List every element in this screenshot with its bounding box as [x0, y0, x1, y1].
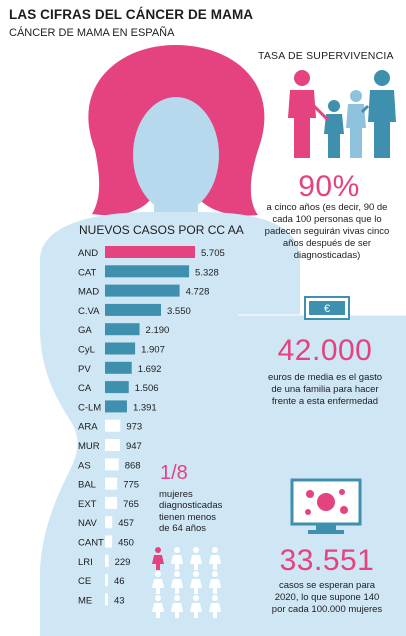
bar-value-label: 973 — [126, 422, 142, 433]
bar — [105, 554, 109, 567]
woman-figure — [171, 595, 183, 618]
bar-value-label: 1.692 — [138, 364, 162, 375]
bar-category-label: C-LM — [78, 402, 101, 413]
bar — [105, 439, 120, 451]
bar-category-label: CA — [78, 383, 92, 394]
bar-value-label: 947 — [126, 441, 142, 452]
bar-value-label: 3.550 — [167, 306, 191, 317]
bar-category-label: C.VA — [78, 306, 100, 317]
bar-value-label: 1.391 — [133, 402, 157, 413]
bar-category-label: AS — [78, 460, 91, 471]
woman-figure — [190, 547, 202, 570]
bar — [105, 342, 136, 355]
bar-value-label: 43 — [114, 595, 125, 606]
bar-value-label: 5.328 — [195, 267, 219, 278]
chart-title: NUEVOS CASOS POR CC AA — [79, 223, 244, 237]
bar-category-label: LRI — [78, 557, 93, 568]
bar — [105, 419, 121, 432]
bar — [105, 381, 129, 394]
bar — [105, 516, 113, 529]
cost-description: euros de media es el gasto de una famili… — [267, 372, 383, 407]
woman-figure — [190, 595, 202, 618]
cost-value: 42.000 — [277, 334, 373, 367]
women-pictogram-icon — [152, 547, 221, 618]
bar-category-label: CAT — [78, 267, 96, 278]
page-subtitle: CÁNCER DE MAMA EN ESPAÑA — [9, 27, 175, 39]
bar-category-label: CE — [78, 576, 91, 587]
bar-category-label: CANT — [78, 538, 104, 549]
bar-value-label: 2.190 — [146, 325, 170, 336]
woman-figure — [152, 595, 164, 618]
bar-category-label: ARA — [78, 422, 98, 433]
background-band — [238, 315, 406, 636]
bar-category-label: GA — [78, 325, 92, 336]
woman-figure — [209, 547, 221, 570]
face-shape — [133, 97, 219, 213]
bar-category-label: AND — [78, 248, 98, 259]
woman-figure — [209, 595, 221, 618]
bar-value-label: 457 — [118, 518, 134, 529]
bar — [105, 361, 132, 374]
bar — [105, 458, 119, 471]
euro-banknote-icon: € — [304, 296, 350, 320]
bar-value-label: 775 — [123, 480, 139, 491]
survival-value: 90% — [298, 170, 360, 203]
bar — [105, 246, 195, 258]
survival-title: TASA DE SUPERVIVENCIA — [258, 50, 394, 62]
family-icon — [288, 70, 396, 158]
bar — [105, 535, 113, 548]
bar-value-label: 229 — [115, 557, 131, 568]
woman-figure — [152, 571, 164, 594]
torso-shape — [40, 212, 300, 636]
bar — [105, 284, 180, 297]
bar-value-label: 4.728 — [186, 287, 210, 298]
woman-figure — [190, 571, 202, 594]
bar — [105, 477, 118, 490]
cases2020-value: 33.551 — [279, 544, 375, 577]
bar — [105, 303, 162, 316]
bar-category-label: BAL — [78, 480, 96, 491]
svg-text:€: € — [324, 303, 330, 315]
woman-figure — [152, 547, 164, 570]
bar — [105, 574, 108, 587]
under64-description: mujeres diagnosticadas tienen menos de 6… — [159, 489, 223, 535]
bar-category-label: ME — [78, 595, 92, 606]
bar-value-label: 868 — [125, 460, 141, 471]
bar — [105, 323, 140, 336]
survival-description: a cinco años (es decir, 90 de cada 100 p… — [264, 202, 390, 261]
bar — [105, 496, 118, 509]
bar-category-label: PV — [78, 364, 91, 375]
bar-value-label: 46 — [114, 576, 125, 587]
woman-figure — [209, 571, 221, 594]
bar-category-label: NAV — [78, 518, 97, 529]
monitor-cells-icon — [290, 478, 362, 534]
bar-value-label: 450 — [118, 538, 134, 549]
bar-value-label: 1.506 — [135, 383, 159, 394]
bar — [105, 400, 127, 413]
bar-category-label: EXT — [78, 499, 97, 510]
cases2020-description: casos se esperan para 2020, lo que supon… — [271, 580, 383, 615]
woman-figure — [171, 547, 183, 570]
bar-value-label: 1.907 — [141, 345, 165, 356]
bar-category-label: CyL — [78, 345, 95, 356]
bar — [105, 593, 108, 606]
woman-figure — [171, 571, 183, 594]
bar-category-label: MAD — [78, 287, 99, 298]
page-title: LAS CIFRAS DEL CÁNCER DE MAMA — [9, 7, 254, 22]
bar-value-label: 765 — [123, 499, 139, 510]
bar-category-label: MUR — [78, 441, 100, 452]
bar-value-label: 5.705 — [201, 248, 225, 259]
bar — [105, 265, 190, 278]
under64-fraction: 1/8 — [160, 462, 188, 484]
